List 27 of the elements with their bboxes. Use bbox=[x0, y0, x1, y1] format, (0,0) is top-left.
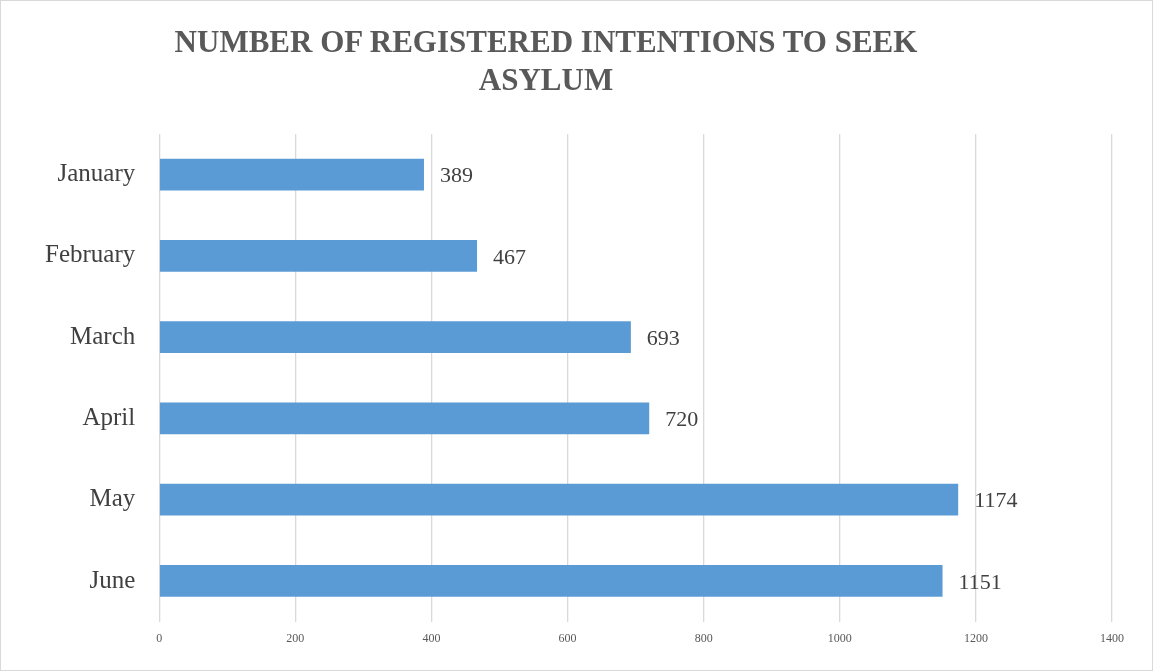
x-tick-label: 600 bbox=[558, 630, 577, 645]
data-label: 389 bbox=[439, 162, 473, 188]
x-tick-label: 800 bbox=[694, 630, 713, 645]
bar bbox=[159, 565, 943, 597]
y-tick-label: May bbox=[89, 484, 136, 512]
bar bbox=[159, 402, 650, 435]
x-tick-label: 1000 bbox=[827, 630, 852, 645]
data-label: 467 bbox=[493, 243, 527, 269]
y-tick-label: June bbox=[89, 565, 136, 593]
data-label: 693 bbox=[646, 324, 680, 350]
x-tick-label: 1200 bbox=[963, 630, 988, 645]
x-tick-label: 400 bbox=[422, 630, 441, 645]
x-tick-label: 0 bbox=[156, 630, 163, 645]
y-tick-label: January bbox=[57, 159, 136, 187]
bar bbox=[159, 158, 424, 191]
bar bbox=[159, 321, 631, 354]
x-tick-label: 200 bbox=[286, 630, 305, 645]
chart-title: NUMBER OF REGISTERED INTENTIONS TO SEEK ASYLUM bbox=[173, 23, 919, 99]
y-tick-label: March bbox=[70, 321, 136, 349]
y-tick-label: April bbox=[82, 403, 136, 430]
data-label: 720 bbox=[665, 406, 699, 432]
data-label: 1151 bbox=[958, 568, 1002, 594]
y-tick-label: February bbox=[45, 240, 136, 268]
bar bbox=[159, 240, 478, 272]
data-label: 1174 bbox=[974, 487, 1018, 513]
x-tick-label: 1400 bbox=[1100, 630, 1124, 645]
bar bbox=[159, 483, 959, 516]
